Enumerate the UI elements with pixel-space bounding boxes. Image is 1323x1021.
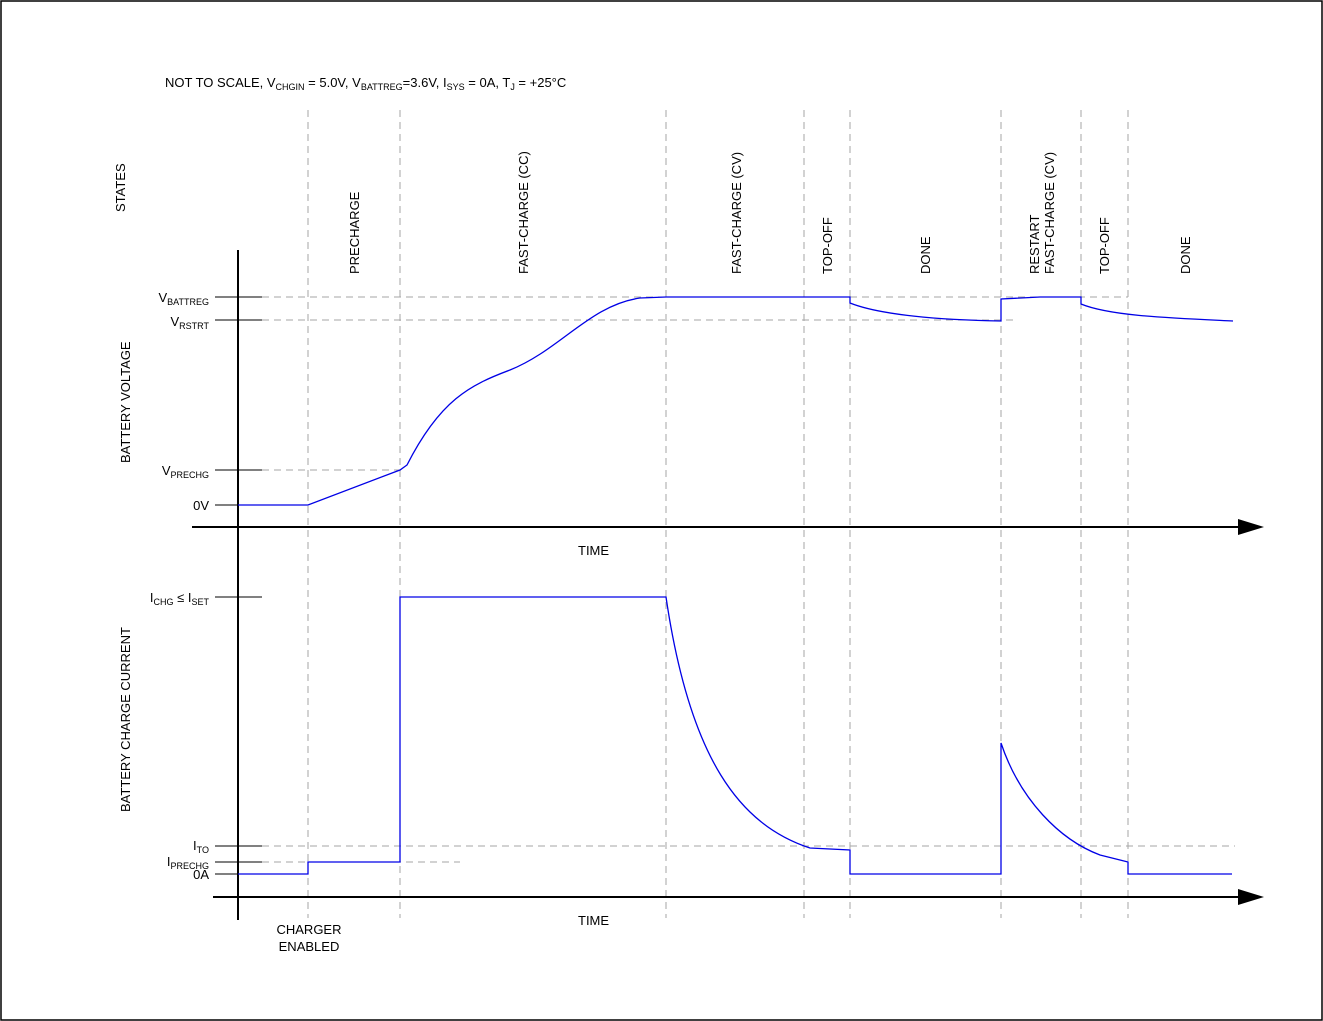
label-ichg-iset: ICHG ≤ ISET: [150, 590, 210, 607]
state-labels: PRECHARGE FAST-CHARGE (CC) FAST-CHARGE (…: [347, 151, 1193, 274]
state-restart: RESTART: [1027, 214, 1042, 274]
state-fast-charge-cv: FAST-CHARGE (CV): [729, 152, 744, 274]
states-label: STATES: [113, 163, 128, 212]
charger-enabled-line1: CHARGER: [276, 922, 341, 937]
label-vrstrt: VRSTRT: [170, 314, 209, 331]
label-vprechg: VPRECHG: [162, 463, 209, 480]
state-boundaries: [307, 110, 1129, 918]
battery-voltage-title: BATTERY VOLTAGE: [118, 341, 133, 463]
label-ito: ITO: [193, 838, 209, 855]
state-precharge: PRECHARGE: [347, 191, 362, 274]
battery-charge-current-title: BATTERY CHARGE CURRENT: [118, 627, 133, 812]
label-0v: 0V: [193, 498, 209, 513]
state-top-off-2: TOP-OFF: [1097, 217, 1112, 274]
state-done: DONE: [918, 236, 933, 274]
label-0a: 0A: [193, 867, 209, 882]
time-label-voltage: TIME: [578, 543, 609, 558]
label-vbattreg: VBATTREG: [158, 290, 209, 307]
battery-current-trace: [238, 596, 1232, 875]
diagram-note: NOT TO SCALE, VCHGIN = 5.0V, VBATTREG=3.…: [165, 75, 566, 92]
time-label-current: TIME: [578, 913, 609, 928]
state-done-2: DONE: [1178, 236, 1193, 274]
charger-enabled-line2: ENABLED: [279, 939, 340, 954]
state-top-off: TOP-OFF: [820, 217, 835, 274]
label-iprechg: IPRECHG: [167, 854, 209, 871]
state-fast-charge-cc: FAST-CHARGE (CC): [516, 151, 531, 274]
arrowhead-icon: [1238, 519, 1264, 535]
arrowhead-icon: [1238, 889, 1264, 905]
battery-voltage-trace: [238, 296, 1234, 506]
state-restart-fast-charge-cv: FAST-CHARGE (CV): [1042, 152, 1057, 274]
reference-lines: [262, 296, 1235, 863]
